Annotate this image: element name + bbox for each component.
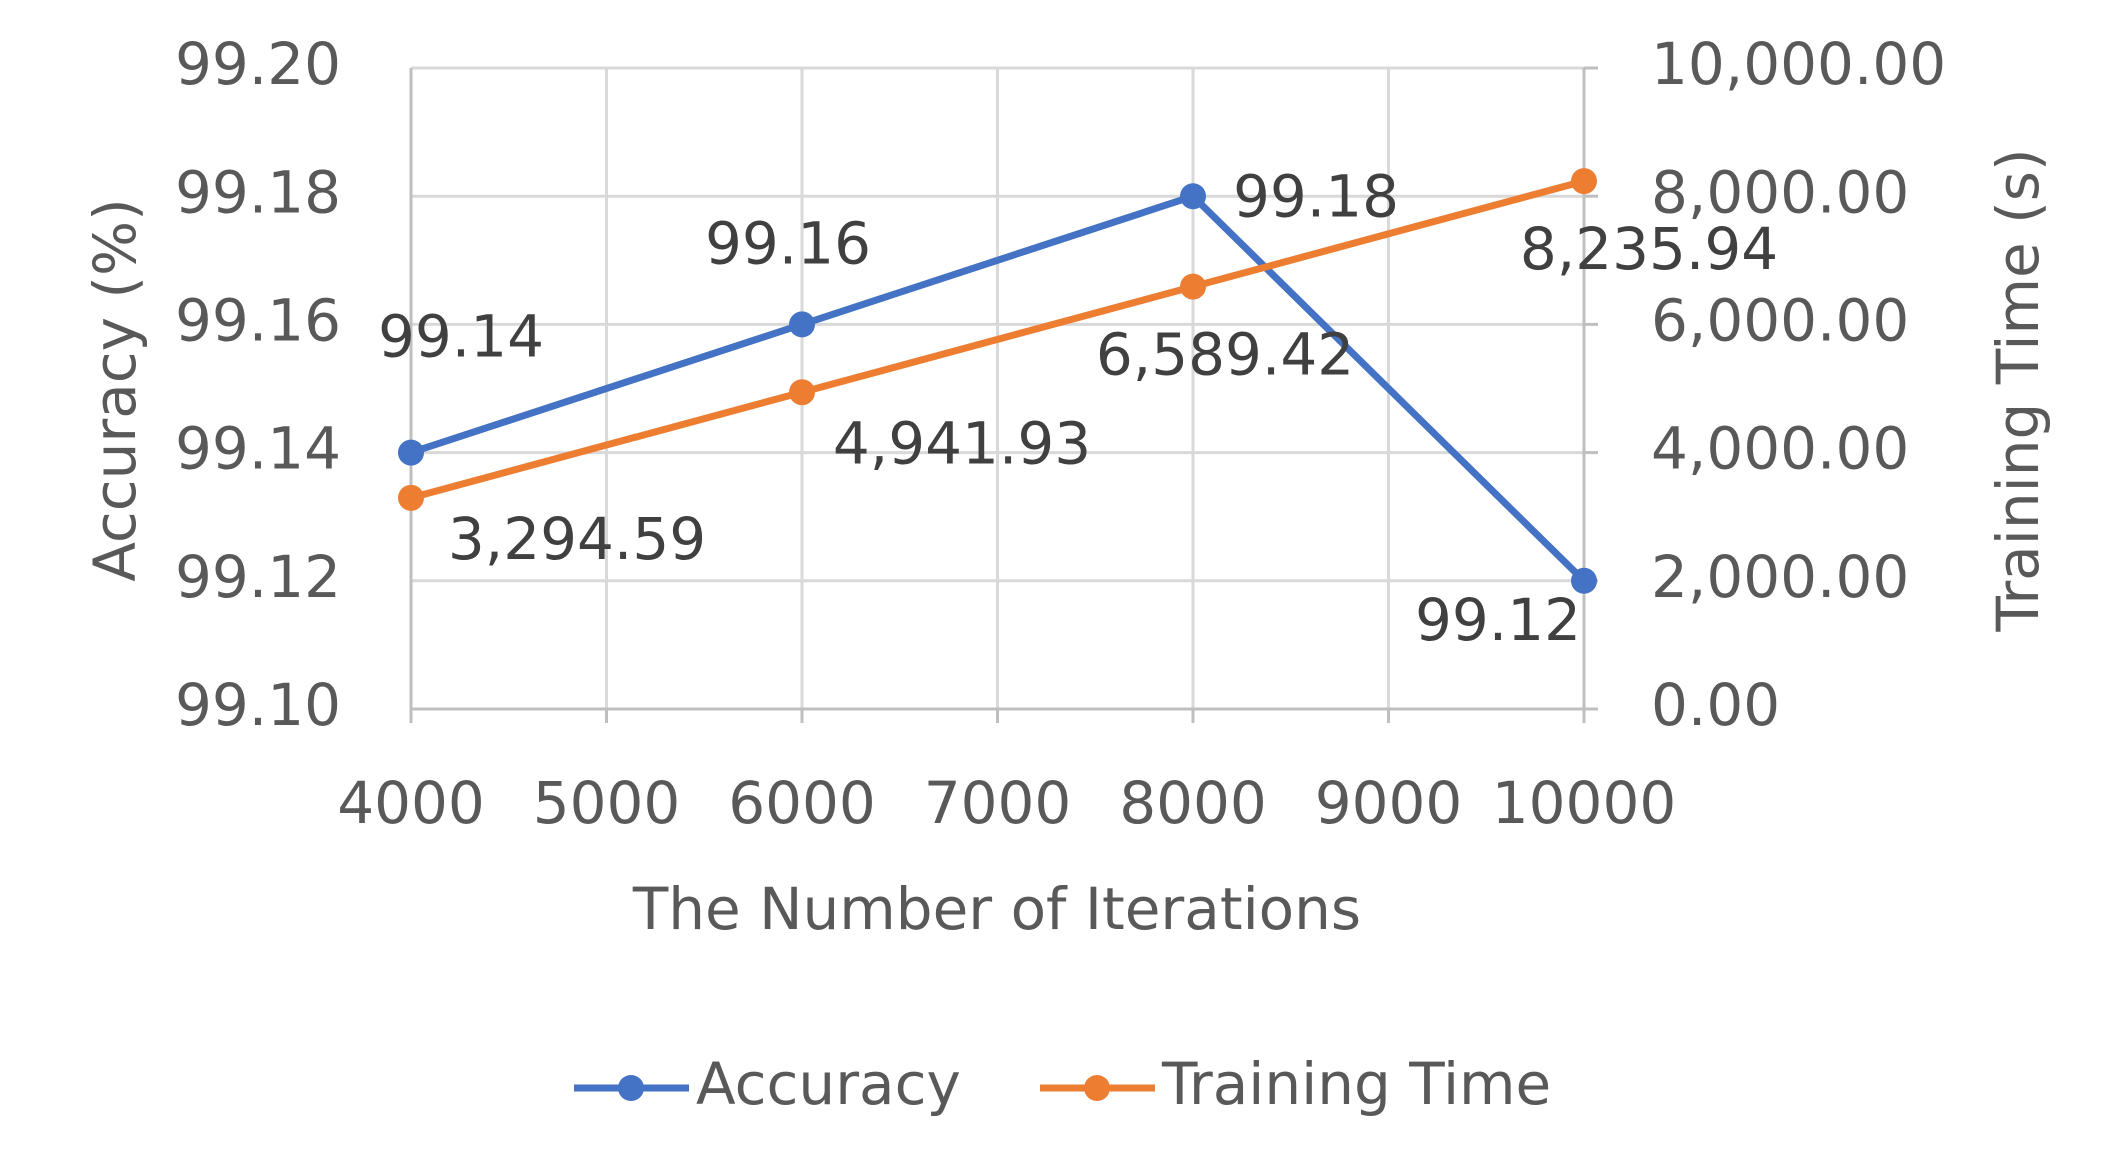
y2-tick-label: 10,000.00: [1651, 30, 1946, 98]
x-axis-title: The Number of Iterations: [632, 875, 1361, 943]
x-tick-label: 9000: [1315, 769, 1463, 837]
x-tick-label: 7000: [924, 769, 1072, 837]
y-tick-label: 99.12: [175, 543, 341, 611]
series-line: [409, 192, 1587, 584]
data-label: 6,589.42: [1096, 321, 1354, 389]
y2-tick-label: 0.00: [1651, 671, 1780, 739]
data-point: [1180, 273, 1206, 300]
y2-tick-label: 6,000.00: [1651, 287, 1909, 355]
x-tick-label: 6000: [728, 769, 876, 837]
data-point: [398, 484, 424, 511]
data-label: 99.14: [378, 303, 544, 371]
y-axis-title: Accuracy (%): [81, 198, 149, 582]
y2-tick-label: 4,000.00: [1651, 415, 1909, 483]
data-label: 4,941.93: [833, 409, 1091, 477]
y2-tick-label: 8,000.00: [1651, 158, 1909, 226]
legend-label: Accuracy: [696, 1050, 961, 1118]
y2-tick-label: 2,000.00: [1651, 543, 1909, 611]
y-tick-label: 99.14: [175, 415, 341, 483]
data-point: [1571, 168, 1597, 195]
legend-marker: [1084, 1075, 1110, 1101]
data-point: [1571, 567, 1597, 594]
data-label: 99.12: [1415, 586, 1581, 654]
data-point: [398, 439, 424, 466]
data-label: 99.18: [1233, 162, 1399, 230]
x-tick-label: 10000: [1492, 769, 1677, 837]
x-tick-label: 8000: [1119, 769, 1267, 837]
data-label: 8,235.94: [1520, 215, 1778, 283]
y2-axis-title: Training Time (s): [1984, 148, 2052, 632]
x-tick-label: 5000: [533, 769, 681, 837]
data-label: 99.16: [705, 210, 871, 278]
series-line: [410, 177, 1585, 502]
data-label: 3,294.59: [448, 505, 706, 573]
data-point: [1180, 183, 1206, 210]
y-tick-label: 99.20: [175, 30, 341, 98]
data-point: [789, 379, 815, 406]
y-tick-label: 99.10: [175, 671, 341, 739]
data-point: [789, 311, 815, 338]
legend-label: Training Time: [1161, 1050, 1551, 1118]
x-tick-label: 4000: [337, 769, 485, 837]
y-tick-label: 99.16: [175, 287, 341, 355]
legend-marker: [618, 1075, 644, 1101]
y-tick-label: 99.18: [175, 158, 341, 226]
